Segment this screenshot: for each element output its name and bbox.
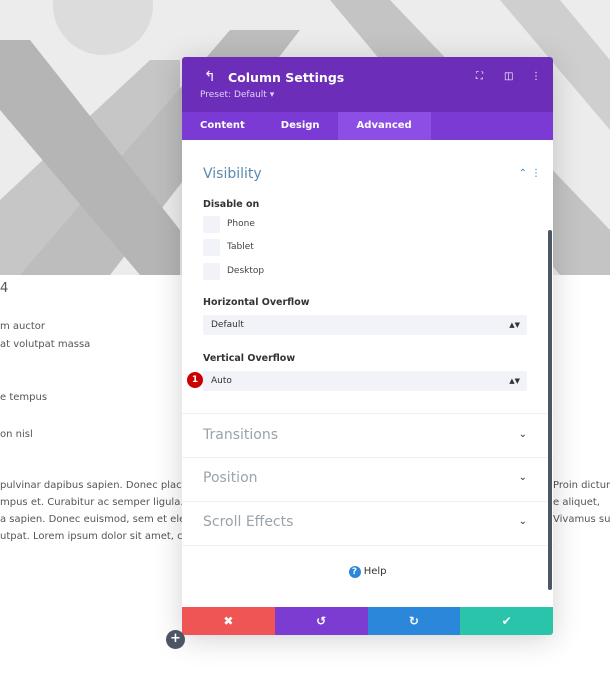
bg-paragraph: utpat. Lorem ipsum dolor sit amet, cons (0, 531, 201, 542)
fullscreen-icon[interactable]: ⛶ (476, 71, 483, 82)
tab-advanced[interactable]: Advanced (337, 112, 431, 140)
bg-paragraph: mpus et. Curabitur ac semper ligula. Pr (0, 497, 197, 508)
bg-line: on nisl (0, 429, 33, 440)
phone-checkbox[interactable] (203, 216, 220, 233)
select-arrows-icon: ▲▼ (509, 377, 520, 385)
annotation-badge: 1 (187, 372, 203, 388)
chevron-down-icon[interactable]: ⌄ (518, 429, 527, 440)
cancel-button[interactable]: ✖ (182, 607, 275, 635)
desktop-label: Desktop (227, 266, 265, 276)
panel-header: ↰ Column Settings Preset: Default ▾ ⛶ ◫ … (182, 57, 553, 112)
divider (182, 501, 553, 502)
chevron-down-icon[interactable]: ⌄ (518, 472, 527, 483)
preset-dropdown[interactable]: Preset: Default ▾ (200, 90, 275, 100)
add-row-button[interactable]: + (166, 630, 185, 649)
bg-paragraph: Vivamus sus (553, 514, 610, 525)
divider (182, 413, 553, 414)
tab-design[interactable]: Design (280, 120, 320, 131)
save-button[interactable]: ✔ (460, 607, 553, 635)
select-value: Default (211, 320, 244, 330)
help-label: Help (363, 566, 387, 577)
bg-paragraph: e aliquet, (553, 497, 600, 508)
desktop-checkbox[interactable] (203, 263, 220, 280)
panel-title: Column Settings (228, 70, 345, 85)
scrollbar[interactable] (548, 230, 552, 590)
bg-line: e tempus (0, 392, 48, 403)
bg-paragraph: Proin dictum (553, 480, 610, 491)
position-section-title[interactable]: Position (203, 470, 258, 486)
panel-body: Visibility ⌃ ⋮ Disable on Phone Tablet D… (182, 140, 553, 607)
transitions-section-title[interactable]: Transitions (203, 427, 278, 443)
divider (182, 457, 553, 458)
tab-bar: Content Design Advanced (182, 112, 553, 140)
scroll-effects-section-title[interactable]: Scroll Effects (203, 514, 294, 530)
divider (182, 545, 553, 546)
tablet-checkbox[interactable] (203, 239, 220, 256)
bg-line: m auctor (0, 321, 46, 332)
panel-footer: ✖ ↺ ↻ ✔ (182, 607, 553, 635)
disable-on-label: Disable on (203, 199, 260, 210)
vertical-overflow-select[interactable]: Auto ▲▼ (203, 371, 527, 391)
chevron-up-icon[interactable]: ⌃ (518, 168, 527, 179)
visibility-section-title[interactable]: Visibility (203, 166, 262, 182)
horizontal-overflow-label: Horizontal Overflow (203, 297, 310, 308)
bg-paragraph: a sapien. Donec euismod, sem et eleme (0, 514, 202, 525)
horizontal-overflow-select[interactable]: Default ▲▼ (203, 315, 527, 335)
bg-heading: 4 (0, 281, 9, 296)
help-link[interactable]: ? Help (182, 566, 553, 578)
help-icon: ? (348, 566, 361, 578)
column-settings-panel: ↰ Column Settings Preset: Default ▾ ⛶ ◫ … (182, 57, 553, 635)
split-view-icon[interactable]: ◫ (504, 71, 514, 82)
more-options-icon[interactable]: ⋮ (531, 71, 541, 82)
chevron-down-icon[interactable]: ⌄ (518, 516, 527, 527)
section-options-icon[interactable]: ⋮ (531, 168, 541, 179)
tab-content[interactable]: Content (200, 120, 245, 131)
vertical-overflow-label: Vertical Overflow (203, 353, 296, 364)
undo-button[interactable]: ↺ (274, 607, 368, 635)
back-arrow-icon[interactable]: ↰ (204, 69, 216, 85)
select-arrows-icon: ▲▼ (509, 321, 520, 329)
tablet-label: Tablet (227, 242, 254, 252)
phone-label: Phone (227, 219, 255, 229)
bg-line: at volutpat massa (0, 339, 91, 350)
bg-paragraph: pulvinar dapibus sapien. Donec placera (0, 480, 199, 491)
redo-button[interactable]: ↻ (367, 607, 461, 635)
select-value: Auto (211, 376, 232, 386)
